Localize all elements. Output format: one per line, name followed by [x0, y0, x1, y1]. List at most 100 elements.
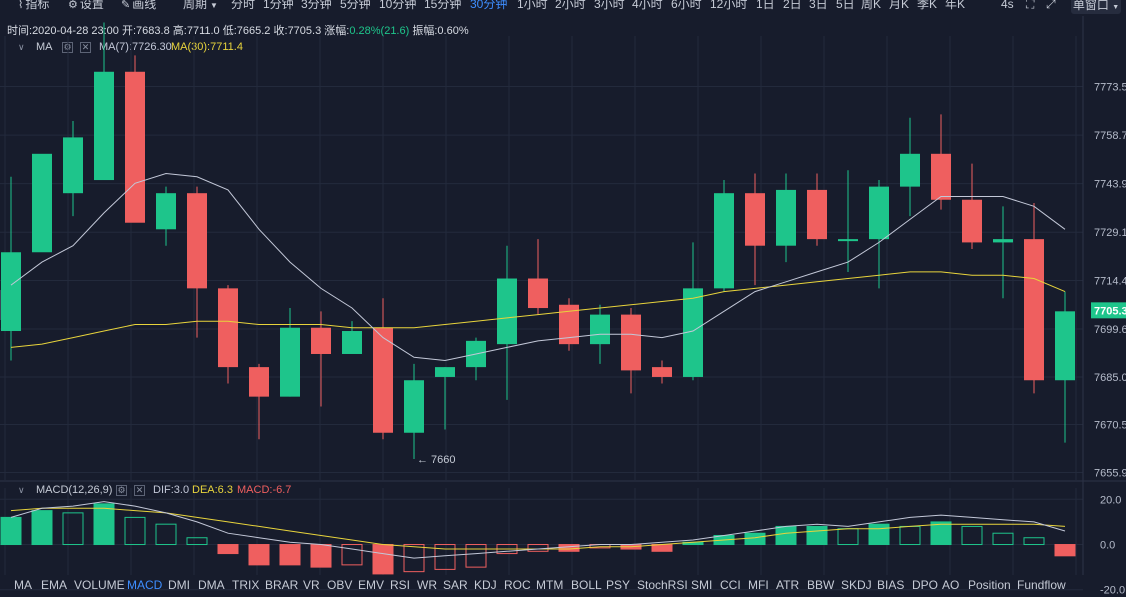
- interval-tab-12[interactable]: 12小时: [710, 0, 748, 11]
- ma7-value: MA(7):7726.30: [99, 41, 172, 53]
- interval-tab-11[interactable]: 6小时: [671, 0, 702, 11]
- indicator-tab-ma[interactable]: MA: [14, 578, 32, 592]
- chart-line-icon: ⌇: [18, 0, 24, 11]
- expand-icon[interactable]: ⤢: [1046, 0, 1056, 11]
- top-toolbar: ⌇ 指标 ⚙ 设置 ✎ 画线 周期 ▼ 分时 1分钟 3分钟 5分钟 10分钟 15分钟 30分钟 1…: [0, 0, 1126, 15]
- indicator-tab-fundflow[interactable]: Fundflow: [1017, 578, 1066, 592]
- candle-body: [249, 367, 269, 397]
- fullscreen-icon[interactable]: ⛶: [1026, 0, 1035, 11]
- interval-tab-0[interactable]: 分时: [231, 0, 256, 11]
- settings-button[interactable]: ⚙ 设置: [68, 0, 104, 13]
- indicator-tab-kdj[interactable]: KDJ: [474, 578, 497, 592]
- indicator-tab-boll[interactable]: BOLL: [571, 578, 602, 592]
- time-value: 2020-04-28 23:00: [32, 25, 119, 37]
- indicators-label: 指标: [25, 0, 50, 11]
- indicator-tab-stochrsi[interactable]: StochRSI: [637, 578, 688, 592]
- interval-tab-14[interactable]: 2日: [783, 0, 802, 11]
- indicator-tab-roc[interactable]: ROC: [504, 578, 531, 592]
- macd-bar: [93, 503, 115, 546]
- low-value: 7665.2: [236, 25, 271, 37]
- indicator-tab-smi[interactable]: SMI: [691, 578, 713, 592]
- collapse-chevron-icon[interactable]: ∨: [18, 42, 25, 52]
- macd-bar: [279, 544, 301, 566]
- dif-line: [10, 501, 1066, 559]
- macd-bar: [1054, 544, 1076, 557]
- indicator-tab-wr[interactable]: WR: [417, 578, 437, 592]
- indicator-tab-atr[interactable]: ATR: [776, 578, 800, 592]
- dea-line: [10, 507, 1066, 550]
- indicator-tab-obv[interactable]: OBV: [327, 578, 353, 592]
- indicator-tab-dma[interactable]: DMA: [198, 578, 225, 592]
- candle-body: [373, 327, 393, 433]
- open-label: 开:: [121, 25, 137, 37]
- indicator-tab-dpo[interactable]: DPO: [912, 578, 939, 592]
- interval-tab-5[interactable]: 15分钟: [424, 0, 462, 11]
- collapse-chevron-icon[interactable]: ∨: [18, 485, 25, 495]
- candle-body: [528, 278, 548, 309]
- price-tick: 7743.9: [1094, 179, 1126, 191]
- indicator-tab-bbw[interactable]: BBW: [807, 578, 835, 592]
- indicator-tab-mtm[interactable]: MTM: [536, 578, 564, 592]
- indicators-button[interactable]: ⌇ 指标: [18, 0, 49, 13]
- candle-body: [745, 193, 765, 246]
- candles: [1, 22, 1075, 459]
- interval-tab-4[interactable]: 10分钟: [379, 0, 417, 11]
- price-tick: 7714.4: [1094, 275, 1126, 287]
- interval-tab-3[interactable]: 5分钟: [340, 0, 371, 11]
- macd-close-icon[interactable]: ✕: [134, 485, 145, 496]
- candle-body: [187, 193, 207, 289]
- refresh-interval[interactable]: 4s: [1001, 0, 1014, 11]
- macd-histogram: [0, 503, 1076, 575]
- indicator-tab-psy[interactable]: PSY: [606, 578, 631, 592]
- macd-tick: -20.0: [1100, 585, 1125, 597]
- macd-value: MACD:-6.7: [237, 484, 292, 496]
- interval-tab-20[interactable]: 年K: [945, 0, 966, 11]
- indicator-tab-skdj[interactable]: SKDJ: [841, 578, 872, 592]
- indicator-tab-position[interactable]: Position: [968, 578, 1011, 592]
- interval-tab-2[interactable]: 3分钟: [301, 0, 332, 11]
- indicator-tab-macd[interactable]: MACD: [127, 578, 163, 592]
- indicator-tab-rsi[interactable]: RSI: [390, 578, 411, 592]
- indicator-tab-dmi[interactable]: DMI: [168, 578, 190, 592]
- interval-tab-15[interactable]: 3日: [809, 0, 828, 11]
- candle-body: [280, 327, 300, 397]
- macd-bar: [0, 516, 22, 546]
- indicator-tab-vr[interactable]: VR: [303, 578, 320, 592]
- close-label: 收:: [273, 25, 288, 37]
- indicator-tab-mfi[interactable]: MFI: [748, 578, 769, 592]
- amplitude-value: 0.60%: [437, 25, 469, 37]
- indicator-tab-volume[interactable]: VOLUME: [74, 578, 125, 592]
- interval-tab-16[interactable]: 5日: [836, 0, 855, 11]
- interval-tab-1[interactable]: 1分钟: [263, 0, 294, 11]
- ma-close-icon[interactable]: ✕: [80, 42, 91, 53]
- indicator-tab-ema[interactable]: EMA: [41, 578, 68, 592]
- period-dropdown[interactable]: 周期 ▼: [183, 0, 218, 13]
- interval-tab-19[interactable]: 季K: [917, 0, 938, 11]
- indicator-tab-bias[interactable]: BIAS: [877, 578, 905, 592]
- candle-body: [900, 153, 920, 187]
- indicator-tab-sar[interactable]: SAR: [443, 578, 468, 592]
- draw-button[interactable]: ✎ 画线: [121, 0, 156, 13]
- indicator-tab-emv[interactable]: EMV: [358, 578, 385, 592]
- candle-info-bar: 时间:2020-04-28 23:00 开:7683.8 高:7711.0 低:…: [7, 22, 469, 38]
- interval-tab-6[interactable]: 30分钟: [470, 0, 508, 11]
- candle-body: [931, 153, 951, 200]
- candle-body: [807, 189, 827, 240]
- indicator-tab-trix[interactable]: TRIX: [232, 578, 260, 592]
- gear-icon: ⚙: [68, 0, 78, 11]
- interval-tab-17[interactable]: 周K: [861, 0, 882, 11]
- window-mode-dropdown[interactable]: 单窗口 ▼: [1071, 0, 1121, 14]
- interval-tab-13[interactable]: 1日: [756, 0, 775, 11]
- price-tick: 7699.6: [1094, 324, 1126, 336]
- indicator-tab-cci[interactable]: CCI: [720, 578, 741, 592]
- interval-tab-7[interactable]: 1小时: [517, 0, 548, 11]
- interval-tab-10[interactable]: 4小时: [632, 0, 663, 11]
- macd-bar: [868, 523, 890, 546]
- indicator-tab-ao[interactable]: AO: [942, 578, 960, 592]
- interval-tab-18[interactable]: 月K: [889, 0, 910, 11]
- interval-tab-8[interactable]: 2小时: [555, 0, 586, 11]
- macd-settings-icon[interactable]: ⚙: [116, 485, 127, 496]
- indicator-tab-brar[interactable]: BRAR: [265, 578, 299, 592]
- interval-tab-9[interactable]: 3小时: [594, 0, 625, 11]
